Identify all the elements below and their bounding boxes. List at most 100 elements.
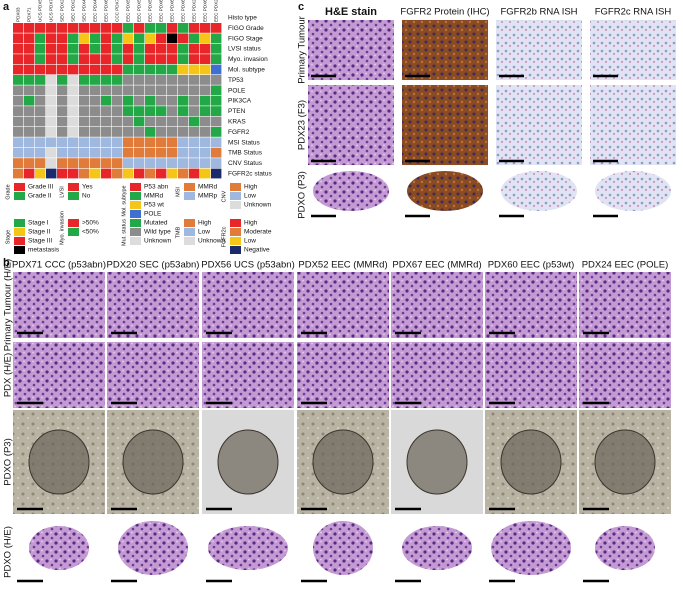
heatmap-cell bbox=[68, 95, 79, 106]
heatmap-cell bbox=[189, 43, 200, 54]
heatmap-cell bbox=[24, 168, 35, 179]
legend-label: Stage I bbox=[28, 220, 49, 227]
heatmap-cell bbox=[189, 137, 200, 148]
heatmap-cell bbox=[90, 137, 101, 148]
heatmap-cell bbox=[112, 95, 123, 106]
micrograph bbox=[107, 342, 199, 408]
heatmap-cell bbox=[156, 85, 167, 96]
heatmap-cell bbox=[101, 106, 112, 116]
heatmap-cell bbox=[79, 43, 90, 54]
micrograph-organoid bbox=[491, 521, 571, 575]
heatmap-cell bbox=[200, 54, 211, 64]
heatmap-cell bbox=[90, 64, 101, 75]
heatmap-cell bbox=[68, 23, 79, 33]
heatmap-cell bbox=[57, 116, 68, 127]
legend-swatch bbox=[130, 237, 141, 245]
heatmap-cell bbox=[156, 127, 167, 137]
heatmap-cell bbox=[90, 168, 101, 179]
column-title: PDX24 EEC (POLE) bbox=[582, 260, 669, 271]
legend-swatch bbox=[230, 183, 241, 191]
organoid bbox=[594, 429, 656, 495]
heatmap-cell bbox=[200, 85, 211, 96]
heatmap-cell bbox=[13, 158, 24, 168]
heatmap-cell bbox=[145, 158, 156, 168]
row-label: PDXO (P3) bbox=[3, 438, 14, 486]
micrograph bbox=[590, 85, 676, 165]
heatmap-cell bbox=[35, 85, 46, 96]
heatmap-cell bbox=[13, 54, 24, 64]
heatmap-cell bbox=[90, 158, 101, 168]
heatmap-cell bbox=[68, 158, 79, 168]
heatmap-cell bbox=[57, 64, 68, 75]
sample-label: EEC PDX24 bbox=[214, 0, 219, 22]
legend-label: Grade II bbox=[28, 193, 52, 200]
heatmap-cell bbox=[35, 33, 46, 44]
heatmap-cell bbox=[156, 75, 167, 85]
sample-label: UCS PDX56 bbox=[38, 0, 43, 22]
micrograph-organoid bbox=[407, 171, 483, 211]
heatmap-cell bbox=[178, 106, 189, 116]
heatmap-cell bbox=[189, 85, 200, 96]
heatmap-cell bbox=[145, 23, 156, 33]
heatmap-cell bbox=[189, 54, 200, 64]
legend-swatch bbox=[14, 183, 25, 191]
legend-title: Grade bbox=[5, 184, 11, 199]
heatmap-cell bbox=[178, 95, 189, 106]
legend-label: Low bbox=[244, 193, 256, 200]
sample-label: EEC PDX67 bbox=[159, 0, 164, 22]
heatmap-cell bbox=[112, 116, 123, 127]
heatmap-cell bbox=[35, 64, 46, 75]
heatmap-cell bbox=[46, 116, 57, 127]
heatmap-cell bbox=[200, 43, 211, 54]
heatmap-cell bbox=[46, 33, 57, 44]
legend-title: Mut. status bbox=[121, 219, 127, 246]
heatmap-cell bbox=[134, 85, 145, 96]
organoid bbox=[217, 429, 279, 495]
heatmap-cell bbox=[13, 75, 24, 85]
heatmap-cell bbox=[156, 23, 167, 33]
heatmap-cell bbox=[189, 116, 200, 127]
heatmap-cell bbox=[134, 147, 145, 158]
heatmap-cell bbox=[145, 43, 156, 54]
heatmap-cell bbox=[112, 168, 123, 179]
heatmap-cell bbox=[156, 168, 167, 179]
micrograph bbox=[402, 85, 488, 165]
heatmap-cell bbox=[123, 43, 134, 54]
heatmap-cell bbox=[46, 158, 57, 168]
heatmap-cell bbox=[134, 75, 145, 85]
heatmap-cell bbox=[123, 33, 134, 44]
organoid bbox=[312, 429, 374, 495]
micrograph bbox=[13, 342, 105, 408]
heatmap-cell bbox=[211, 85, 222, 96]
heatmap-cell bbox=[24, 158, 35, 168]
heatmap-cell bbox=[156, 137, 167, 148]
micrograph-organoid bbox=[595, 171, 671, 211]
heatmap-cell bbox=[24, 137, 35, 148]
legend-label: POLE bbox=[144, 211, 162, 218]
heatmap-cell bbox=[189, 33, 200, 44]
heatmap-cell bbox=[145, 75, 156, 85]
heatmap-cell bbox=[156, 116, 167, 127]
heatmap-cell bbox=[57, 85, 68, 96]
heatmap-cell bbox=[35, 147, 46, 158]
heatmap-cell bbox=[24, 127, 35, 137]
row-label: FGFR2c status bbox=[228, 171, 272, 178]
heatmap-cell bbox=[189, 75, 200, 85]
heatmap-cell bbox=[24, 95, 35, 106]
legend-swatch bbox=[230, 219, 241, 227]
heatmap-cell bbox=[145, 95, 156, 106]
legend-swatch bbox=[68, 228, 79, 236]
legend-label: MMRp bbox=[198, 193, 218, 200]
heatmap-cell bbox=[68, 85, 79, 96]
heatmap-cell bbox=[200, 168, 211, 179]
heatmap-cell bbox=[145, 116, 156, 127]
row-label: PTEN bbox=[228, 108, 246, 115]
heatmap-cell bbox=[178, 54, 189, 64]
heatmap-cell bbox=[134, 168, 145, 179]
heatmap-cell bbox=[211, 43, 222, 54]
heatmap-cell bbox=[46, 106, 57, 116]
legend-swatch bbox=[184, 183, 195, 191]
heatmap-cell bbox=[200, 158, 211, 168]
heatmap-cell bbox=[123, 85, 134, 96]
micrograph bbox=[297, 272, 389, 338]
